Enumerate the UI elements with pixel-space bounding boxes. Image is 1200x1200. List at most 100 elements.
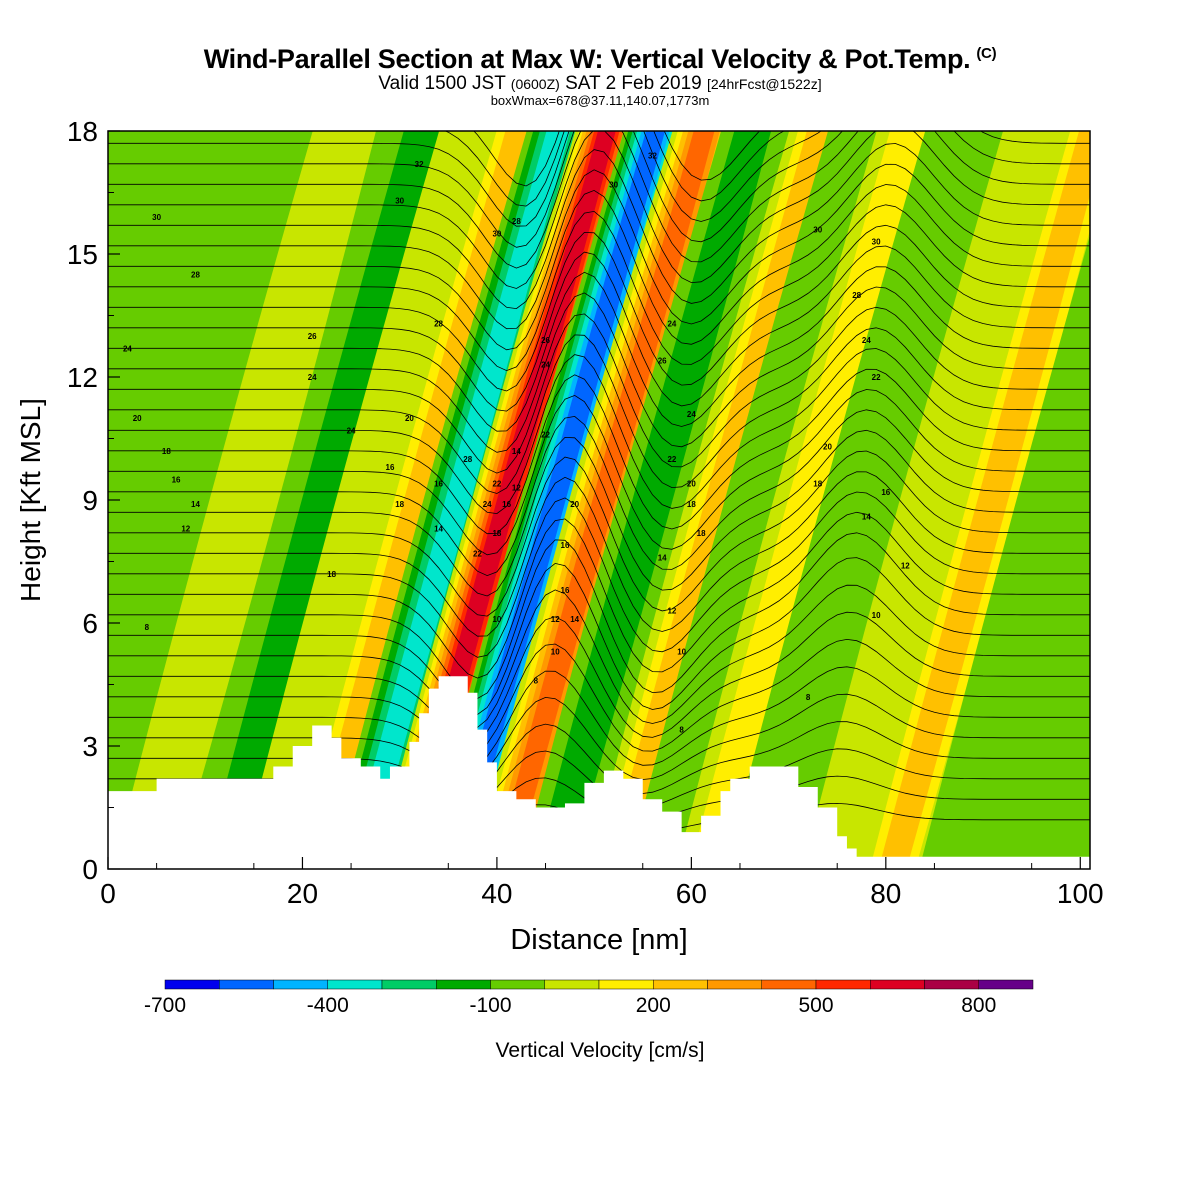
- theta-contour-labels: 30 28 24 20 18 16 14 12 8 26 24 24 18 30 32 28 20 16 18 16 1…: [123, 152, 910, 735]
- y-tick-label: 15: [67, 239, 98, 270]
- theta-contour-line: [108, 584, 1090, 729]
- contour-label: 18: [687, 500, 696, 509]
- valid-time: Valid 1500 JST: [378, 73, 506, 94]
- contour-label: 28: [512, 217, 521, 226]
- y-tick-label: 3: [82, 731, 98, 762]
- contour-label: 12: [512, 484, 521, 493]
- contour-label: 14: [862, 512, 871, 521]
- theta-contour-line: [108, 131, 1090, 248]
- colorbar-swatch: [273, 979, 328, 990]
- colorbar-swatch: [761, 979, 817, 990]
- theta-contour-line: [108, 409, 1090, 577]
- contour-label: 22: [667, 455, 676, 464]
- contour-label: 14: [191, 500, 200, 509]
- contour-label: 8: [534, 676, 539, 685]
- y-axis-label: Height [Kft MSL]: [15, 398, 46, 602]
- contour-label: 8: [145, 623, 150, 632]
- contour-label: 12: [901, 562, 910, 571]
- theta-contour-line: [108, 163, 1090, 330]
- theta-contour-line: [108, 532, 1090, 699]
- contour-label: 18: [327, 570, 336, 579]
- contour-label: 28: [852, 291, 861, 300]
- theta-contour-line: [108, 721, 1090, 797]
- velocity-band: [533, 131, 772, 869]
- colorbar-swatch: [924, 979, 979, 990]
- contour-label: 20: [405, 414, 414, 423]
- colorbar-tick-label: -100: [469, 994, 511, 1017]
- theta-contour-line: [108, 131, 1090, 227]
- theta-contour-line: [108, 266, 1090, 432]
- colorbar-swatch: [707, 979, 762, 990]
- theta-contour-line: [108, 143, 1090, 310]
- contour-label: 24: [123, 344, 132, 353]
- contour-label: 18: [395, 500, 404, 509]
- colorbar-swatch: [598, 979, 654, 990]
- valid-time-utc: (0600Z): [510, 76, 560, 92]
- y-tick-label: 0: [82, 854, 98, 885]
- contour-label: 22: [473, 549, 482, 558]
- contour-label: 8: [806, 693, 811, 702]
- contour-label: 30: [872, 238, 881, 247]
- colorbar-tick-label: -700: [144, 994, 186, 1017]
- theta-contour-line: [108, 491, 1090, 658]
- x-tick-label: 60: [676, 878, 707, 909]
- contour-label: 32: [648, 152, 657, 161]
- contour-label: 20: [823, 443, 832, 452]
- contour-label: 30: [813, 225, 822, 234]
- x-axis: 0 20 40 60 80 100: [100, 857, 1104, 909]
- x-tick-label: 40: [481, 878, 512, 909]
- contour-label: 20: [133, 414, 142, 423]
- velocity-band: [724, 131, 989, 869]
- theta-contour-line: [108, 245, 1090, 412]
- contour-label: 12: [181, 525, 190, 534]
- colorbar-tick-label: 200: [636, 994, 671, 1017]
- theta-contour-line: [108, 511, 1090, 679]
- theta-contour-line: [108, 348, 1090, 515]
- x-tick-label: 20: [287, 878, 318, 909]
- theta-contour-line: [108, 666, 1090, 770]
- contour-label: 24: [483, 500, 492, 509]
- theta-contour-line: [108, 204, 1090, 372]
- contour-label: 30: [609, 180, 618, 189]
- box-wmax-info: boxWmax=678@37.11,140.07,1773m: [490, 93, 710, 108]
- colorbar-swatch: [436, 979, 491, 990]
- contour-label: 24: [308, 373, 317, 382]
- x-axis-label: Distance [nm]: [510, 924, 687, 956]
- theta-contour-line: [108, 286, 1090, 453]
- colorbar-swatch: [327, 979, 383, 990]
- contour-label: 18: [697, 529, 706, 538]
- velocity-band: [346, 131, 570, 869]
- velocity-band: [878, 131, 1090, 869]
- contour-label: 20: [687, 480, 696, 489]
- terrain-mask: [108, 676, 1090, 869]
- contour-label: 24: [347, 426, 356, 435]
- contour-label: 16: [561, 586, 570, 595]
- velocity-band: [802, 131, 1067, 869]
- theta-contour-line: [108, 389, 1090, 556]
- contour-label: 14: [434, 525, 443, 534]
- contour-label: 14: [512, 447, 521, 456]
- contour-label: 14: [658, 553, 667, 562]
- contour-label: 16: [881, 488, 890, 497]
- contour-label: 22: [492, 480, 501, 489]
- colorbar-tick-label: 500: [798, 994, 833, 1017]
- colorbar-swatch: [490, 979, 545, 990]
- contour-label: 30: [395, 197, 404, 206]
- contour-label: 16: [172, 476, 181, 485]
- velocity-band: [112, 131, 376, 869]
- velocity-band: [203, 131, 441, 869]
- contour-label: 16: [561, 541, 570, 550]
- valid-date: SAT 2 Feb 2019: [565, 73, 702, 94]
- theta-contour-line: [108, 327, 1090, 494]
- colorbar-swatch: [544, 979, 600, 990]
- colorbar-label: Vertical Velocity [cm/s]: [496, 1039, 705, 1062]
- contour-label: 22: [541, 430, 550, 439]
- theta-contour-line: [108, 557, 1090, 715]
- x-tick-label: 0: [100, 878, 116, 909]
- x-tick-label: 100: [1057, 878, 1104, 909]
- contour-label: 26: [658, 357, 667, 366]
- theta-contour-line: [108, 131, 1090, 269]
- colorbar-tick-label: 800: [961, 994, 996, 1017]
- theta-contour-line: [108, 429, 1090, 597]
